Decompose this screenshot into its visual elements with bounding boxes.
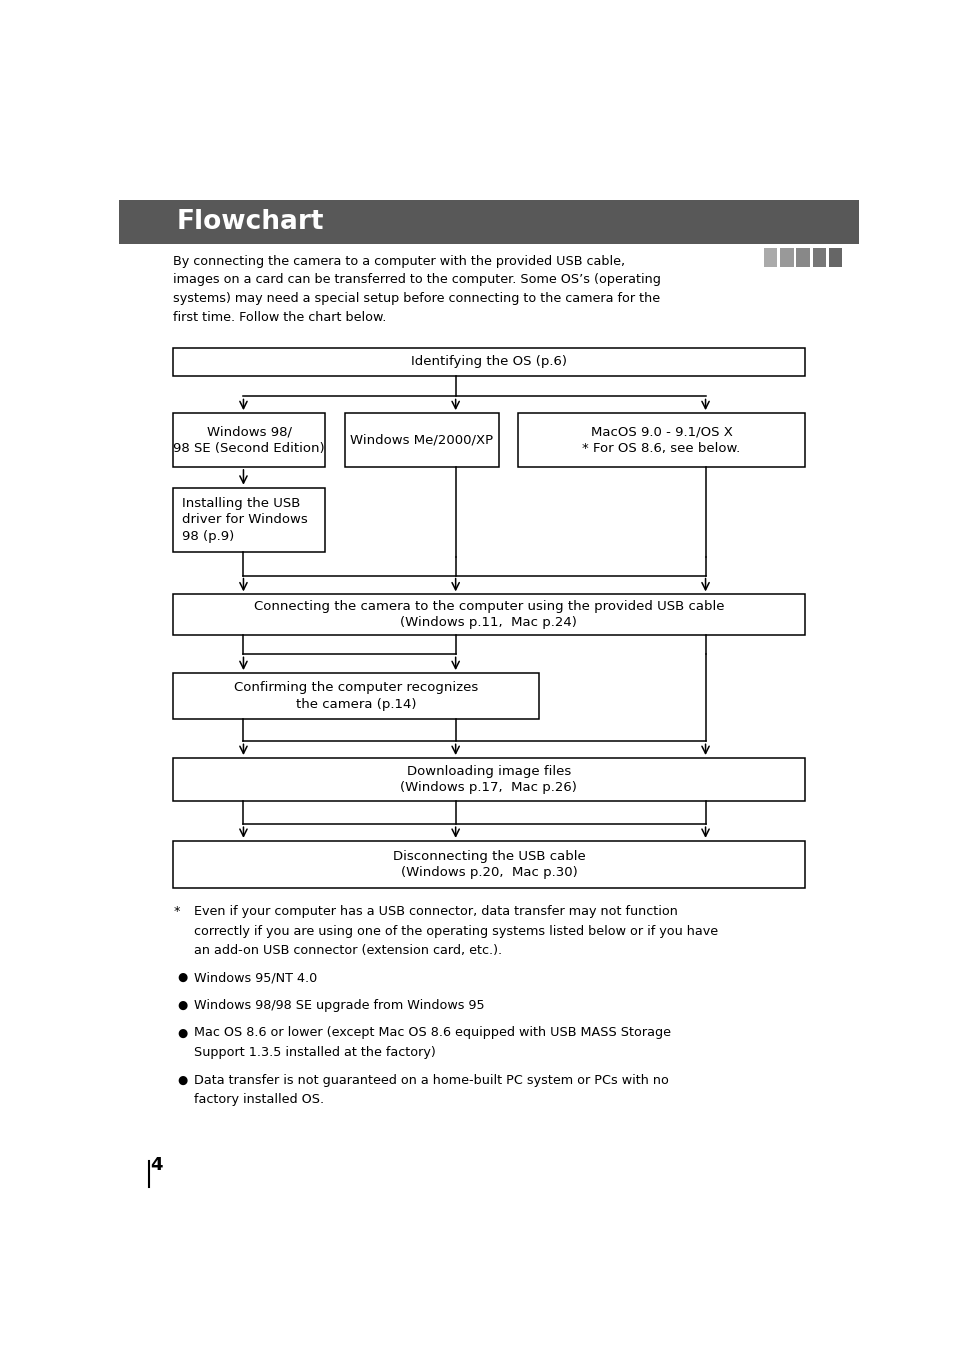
Bar	[344, 413, 498, 467]
Text: Mac OS 8.6 or lower (except Mac OS 8.6 equipped with USB MASS Storage: Mac OS 8.6 or lower (except Mac OS 8.6 e…	[193, 1026, 670, 1040]
Text: *: *	[173, 905, 179, 919]
Bar	[173, 594, 803, 635]
Text: Connecting the camera to the computer using the provided USB cable
(Windows p.11: Connecting the camera to the computer us…	[253, 600, 723, 629]
Bar	[173, 759, 803, 802]
Text: Downloading image files
(Windows p.17,  Mac p.26): Downloading image files (Windows p.17, M…	[400, 765, 577, 795]
Text: Identifying the OS (p.6): Identifying the OS (p.6)	[411, 355, 566, 369]
Bar	[763, 249, 777, 268]
Text: Flowchart: Flowchart	[176, 208, 324, 235]
Text: 4: 4	[151, 1157, 163, 1174]
Bar	[173, 413, 324, 467]
Text: Windows 95/NT 4.0: Windows 95/NT 4.0	[193, 971, 316, 985]
Bar	[173, 672, 538, 718]
Text: ●: ●	[176, 971, 187, 985]
Text: Windows 98/98 SE upgrade from Windows 95: Windows 98/98 SE upgrade from Windows 95	[193, 999, 484, 1011]
Bar	[796, 249, 809, 268]
Text: Confirming the computer recognizes
the camera (p.14): Confirming the computer recognizes the c…	[233, 681, 477, 710]
Text: an add-on USB connector (extension card, etc.).: an add-on USB connector (extension card,…	[193, 944, 501, 958]
Bar	[780, 249, 793, 268]
Bar	[173, 841, 803, 889]
Text: MacOS 9.0 - 9.1/OS X
* For OS 8.6, see below.: MacOS 9.0 - 9.1/OS X * For OS 8.6, see b…	[582, 425, 740, 455]
Text: Windows Me/2000/XP: Windows Me/2000/XP	[350, 433, 493, 447]
Text: Support 1.3.5 installed at the factory): Support 1.3.5 installed at the factory)	[193, 1046, 436, 1059]
Bar	[518, 413, 803, 467]
Bar	[119, 199, 858, 245]
Text: Even if your computer has a USB connector, data transfer may not function: Even if your computer has a USB connecto…	[193, 905, 677, 919]
Bar	[173, 488, 324, 551]
Text: Installing the USB
driver for Windows
98 (p.9): Installing the USB driver for Windows 98…	[182, 496, 308, 543]
Text: ●: ●	[176, 999, 187, 1011]
Text: systems) may need a special setup before connecting to the camera for the: systems) may need a special setup before…	[173, 292, 659, 305]
Text: correctly if you are using one of the operating systems listed below or if you h: correctly if you are using one of the op…	[193, 924, 718, 937]
Text: ●: ●	[176, 1073, 187, 1087]
Text: By connecting the camera to a computer with the provided USB cable,: By connecting the camera to a computer w…	[173, 254, 625, 268]
Text: Disconnecting the USB cable
(Windows p.20,  Mac p.30): Disconnecting the USB cable (Windows p.2…	[392, 850, 585, 880]
Bar	[173, 348, 803, 375]
Text: images on a card can be transferred to the computer. Some OS’s (operating: images on a card can be transferred to t…	[173, 273, 660, 286]
Text: Windows 98/
98 SE (Second Edition): Windows 98/ 98 SE (Second Edition)	[173, 425, 324, 455]
Text: factory installed OS.: factory installed OS.	[193, 1093, 324, 1107]
Text: Data transfer is not guaranteed on a home-built PC system or PCs with no: Data transfer is not guaranteed on a hom…	[193, 1073, 668, 1087]
Text: ●: ●	[176, 1026, 187, 1040]
Bar	[812, 249, 825, 268]
Bar	[828, 249, 841, 268]
Text: first time. Follow the chart below.: first time. Follow the chart below.	[173, 311, 386, 324]
